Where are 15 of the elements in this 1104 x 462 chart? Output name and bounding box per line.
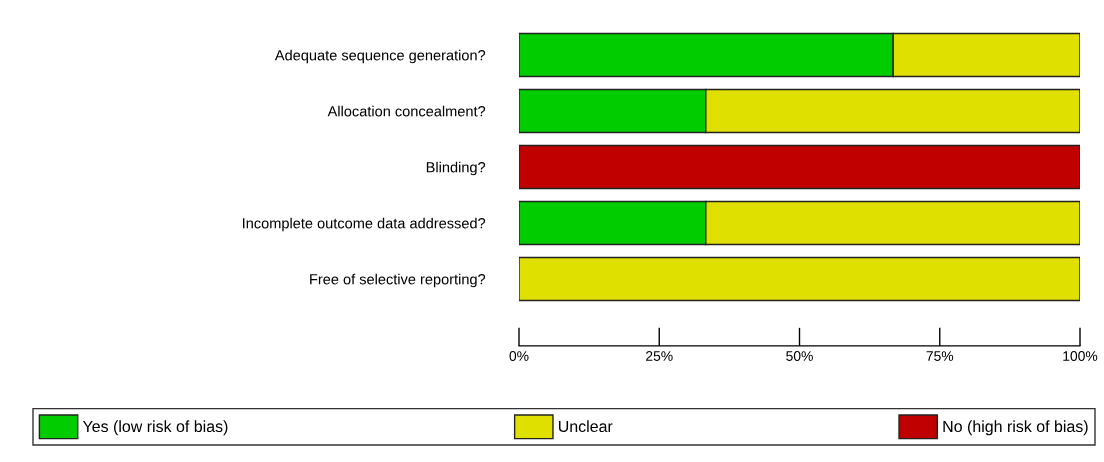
legend-label: No (high risk of bias) bbox=[943, 420, 1088, 436]
y-tick-label: Adequate sequence generation? bbox=[274, 49, 486, 64]
y-tick-label: Blinding? bbox=[426, 161, 486, 176]
x-tick-label: 0% bbox=[509, 351, 529, 361]
y-tick-label: Allocation concealment? bbox=[327, 105, 486, 117]
bar bbox=[519, 144, 1080, 190]
x-tick-label: 75% bbox=[926, 351, 954, 361]
x-tick-label: 100% bbox=[1063, 351, 1098, 361]
x-tick-label: 50% bbox=[786, 351, 813, 361]
legend-label: Yes (low risk of bias) bbox=[82, 420, 228, 436]
y-tick-label: Incomplete outcome data addressed? bbox=[243, 217, 486, 232]
bar bbox=[519, 256, 1080, 302]
x-tick-label: 25% bbox=[646, 351, 673, 361]
y-tick-label: Free of selective reporting? bbox=[310, 273, 486, 288]
legend-label: Unclear bbox=[558, 420, 613, 433]
